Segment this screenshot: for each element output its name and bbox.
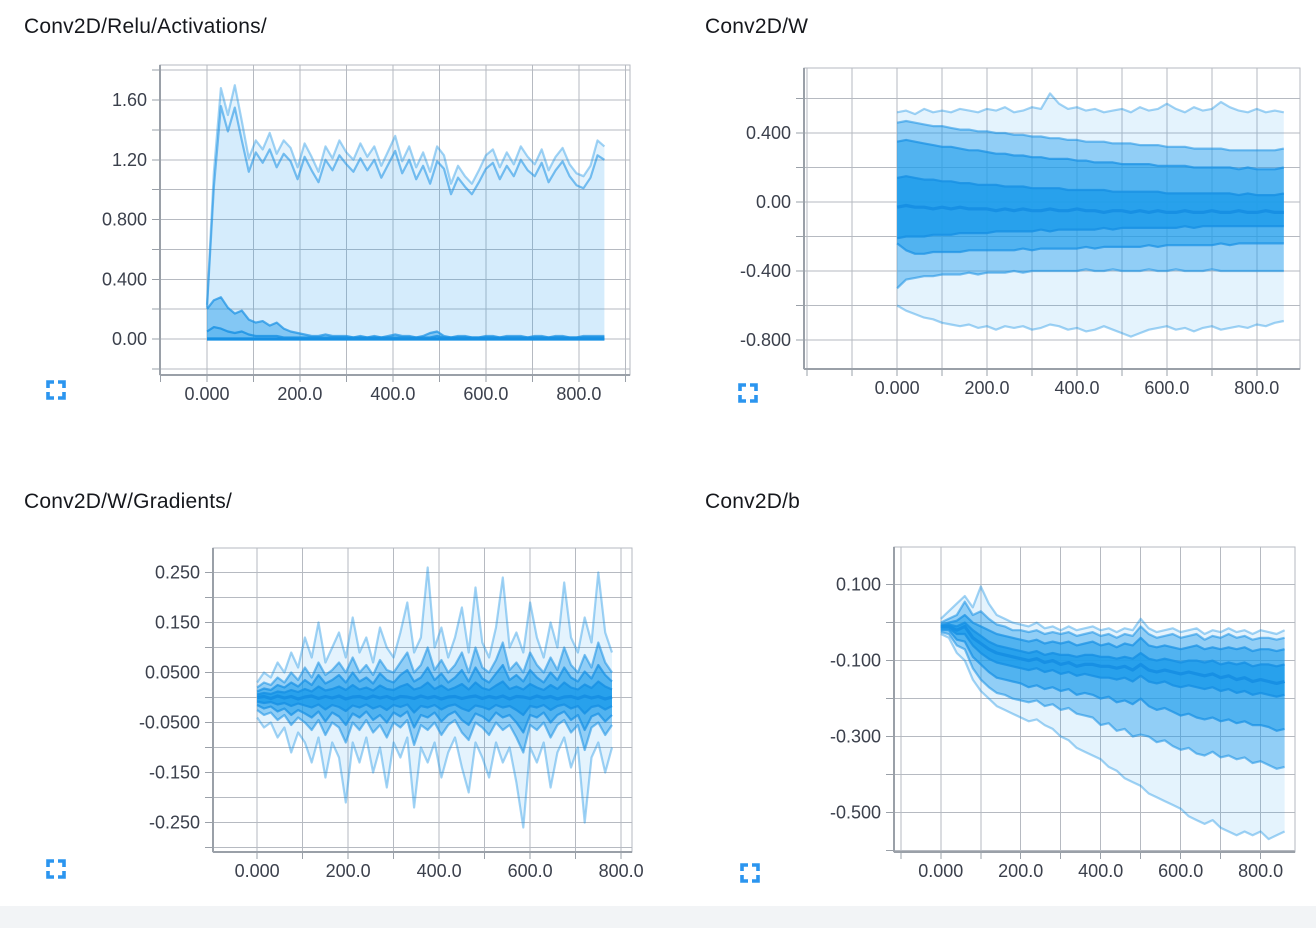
svg-text:0.250: 0.250 — [155, 563, 200, 583]
svg-text:600.0: 600.0 — [1144, 378, 1189, 398]
svg-text:600.0: 600.0 — [463, 384, 508, 404]
svg-text:400.0: 400.0 — [1078, 861, 1123, 881]
svg-text:-0.400: -0.400 — [740, 261, 791, 281]
svg-text:400.0: 400.0 — [370, 384, 415, 404]
expand-icon[interactable] — [738, 861, 762, 885]
chart-title: Conv2D/b — [705, 490, 800, 513]
distribution-chart-canvas[interactable]: 0.000 200.0 400.0 600.0 800.0 1.60 1.20 0.800 0.… — [0, 0, 658, 464]
svg-text:1.20: 1.20 — [112, 150, 147, 170]
chart-title: Conv2D/Relu/Activations/ — [24, 15, 267, 38]
svg-text:800.0: 800.0 — [556, 384, 601, 404]
svg-text:0.150: 0.150 — [155, 613, 200, 633]
svg-text:400.0: 400.0 — [1054, 378, 1099, 398]
chart-panel-conv2d-b: Conv2D/b 0.000 200.0 400.0 600.0 800.0 0.100 -… — [658, 464, 1316, 928]
svg-text:800.0: 800.0 — [1234, 378, 1279, 398]
svg-text:0.000: 0.000 — [184, 384, 229, 404]
svg-text:-0.800: -0.800 — [740, 330, 791, 350]
distribution-chart-canvas[interactable]: 0.000 200.0 400.0 600.0 800.0 0.250 0.150 0.050… — [0, 464, 658, 928]
chart-panel-conv2d-relu-activations: Conv2D/Relu/Activations/ 0.000 200.0 400.0… — [0, 0, 658, 464]
svg-text:-0.500: -0.500 — [830, 803, 881, 823]
svg-text:-0.150: -0.150 — [149, 763, 200, 783]
expand-icon[interactable] — [44, 378, 68, 402]
svg-text:0.000: 0.000 — [918, 861, 963, 881]
svg-text:0.400: 0.400 — [102, 269, 147, 289]
svg-text:200.0: 200.0 — [277, 384, 322, 404]
svg-text:0.0500: 0.0500 — [145, 663, 200, 683]
chart-panel-conv2d-w: Conv2D/W 0.000 200.0 400.0 600.0 800.0 0.400 0… — [658, 0, 1316, 464]
footer-strip — [0, 906, 1316, 928]
svg-text:0.00: 0.00 — [756, 192, 791, 212]
chart-title: Conv2D/W — [705, 15, 809, 38]
svg-text:-0.300: -0.300 — [830, 727, 881, 747]
distribution-chart-canvas[interactable]: 0.000 200.0 400.0 600.0 800.0 0.100 -0.100 -0.3… — [658, 464, 1316, 928]
svg-text:800.0: 800.0 — [599, 861, 644, 881]
chart-panel-conv2d-w-gradients: Conv2D/W/Gradients/ 0.000 200.0 400.0 600.0… — [0, 464, 658, 928]
svg-text:0.00: 0.00 — [112, 329, 147, 349]
svg-text:-0.250: -0.250 — [149, 813, 200, 833]
svg-text:0.100: 0.100 — [836, 575, 881, 595]
distribution-chart-canvas[interactable]: 0.000 200.0 400.0 600.0 800.0 0.400 0.00 -0.400… — [658, 0, 1316, 464]
expand-icon[interactable] — [736, 381, 760, 405]
svg-text:-0.0500: -0.0500 — [139, 713, 200, 733]
svg-text:0.000: 0.000 — [875, 378, 920, 398]
svg-text:-0.100: -0.100 — [830, 651, 881, 671]
svg-text:200.0: 200.0 — [964, 378, 1009, 398]
svg-text:800.0: 800.0 — [1238, 861, 1283, 881]
expand-icon[interactable] — [44, 857, 68, 881]
svg-text:600.0: 600.0 — [1158, 861, 1203, 881]
svg-text:200.0: 200.0 — [326, 861, 371, 881]
svg-text:0.400: 0.400 — [746, 123, 791, 143]
svg-text:200.0: 200.0 — [998, 861, 1043, 881]
svg-text:0.800: 0.800 — [102, 210, 147, 230]
svg-text:1.60: 1.60 — [112, 90, 147, 110]
svg-text:600.0: 600.0 — [508, 861, 553, 881]
svg-text:400.0: 400.0 — [417, 861, 462, 881]
svg-text:0.000: 0.000 — [235, 861, 280, 881]
chart-title: Conv2D/W/Gradients/ — [24, 490, 233, 513]
